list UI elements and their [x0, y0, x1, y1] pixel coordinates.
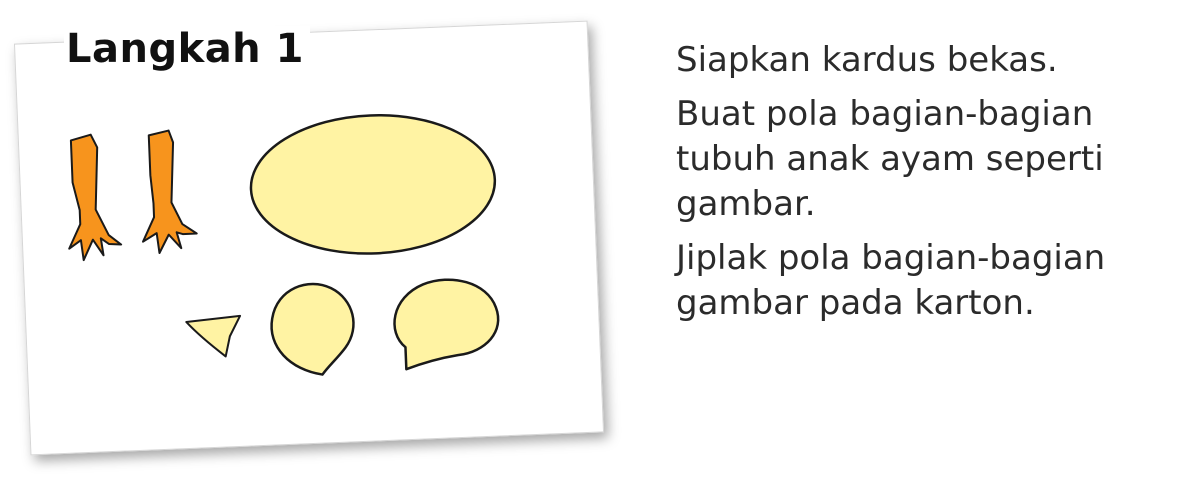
step-title: Langkah 1: [64, 26, 310, 72]
pattern-card: [13, 20, 605, 456]
chick-leg-icon: [68, 133, 123, 262]
instruction-item: Siapkan kardus bekas.: [676, 40, 1058, 80]
chick-beak-icon: [185, 314, 242, 358]
chick-head-icon: [270, 282, 355, 376]
instruction-list: Siapkan kardus bekas. Buat pola bagian-b…: [676, 38, 1186, 335]
pattern-illustration: [68, 114, 500, 376]
instruction-item: Buat pola bagian-bagian tubuh anak ayam …: [676, 94, 1104, 224]
chick-body-oval-icon: [249, 114, 497, 255]
instruction-item: Jiplak pola bagian-bagian gambar pada ka…: [676, 238, 1106, 323]
chick-wing-icon: [393, 278, 500, 371]
chick-leg-icon: [142, 129, 198, 255]
